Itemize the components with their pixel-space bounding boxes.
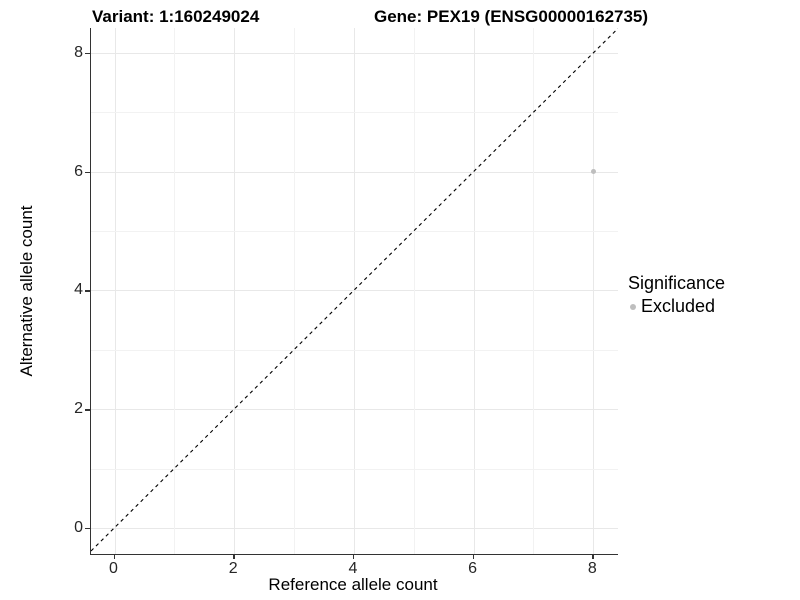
y-tick-label: 2 (74, 400, 83, 418)
x-tick-label: 0 (109, 560, 118, 577)
x-axis-title: Reference allele count (268, 575, 438, 594)
x-tick-label: 2 (228, 560, 238, 577)
y-minor-gridline (91, 349, 618, 351)
y-axis-tick-mark (85, 171, 90, 173)
y-axis-tick-mark (85, 290, 90, 292)
x-major-gridline (234, 28, 236, 554)
x-major-gridline (593, 28, 595, 554)
legend-item-excluded: Excluded (630, 296, 725, 317)
identity-line-layer (91, 28, 618, 552)
legend: Significance Excluded (628, 273, 725, 317)
plot-title-gene: Gene: PEX19 (ENSG00000162735) (374, 7, 649, 26)
x-tick-label: 6 (468, 560, 478, 577)
plot-panel (90, 28, 618, 555)
x-major-gridline (114, 28, 116, 554)
x-axis-tick-mark (113, 554, 115, 559)
x-axis-tick-mark (352, 554, 355, 559)
x-minor-gridline (294, 28, 296, 554)
y-minor-gridline (91, 112, 618, 114)
plot-title-variant: Variant: 1:160249024 (92, 7, 260, 26)
y-tick-label: 4 (74, 281, 83, 299)
y-tick-label: 0 (74, 519, 83, 536)
x-axis-tick-mark (472, 554, 474, 559)
y-axis-tick-mark (85, 52, 90, 55)
y-minor-gridline (91, 231, 618, 232)
x-tick-label: 8 (587, 560, 597, 577)
data-point (590, 169, 596, 175)
y-minor-gridline (91, 468, 618, 470)
y-axis-title: Alternative allele count (17, 205, 36, 377)
x-major-gridline (353, 28, 355, 554)
x-axis-tick-mark (233, 554, 235, 559)
x-axis-tick-mark (592, 554, 594, 559)
x-major-gridline (473, 28, 475, 554)
y-tick-label: 6 (74, 162, 83, 180)
x-minor-gridline (413, 28, 415, 554)
x-minor-gridline (533, 28, 535, 554)
y-axis-tick-mark (85, 409, 90, 411)
x-minor-gridline (174, 28, 176, 554)
y-axis-tick-mark (85, 528, 90, 530)
legend-item-label: Excluded (641, 296, 716, 316)
legend-key-dot-icon (630, 303, 636, 310)
identity-reference-line (91, 28, 618, 552)
legend-title: Significance (628, 273, 726, 293)
y-tick-label: 8 (74, 43, 83, 61)
x-tick-label: 4 (348, 560, 358, 577)
